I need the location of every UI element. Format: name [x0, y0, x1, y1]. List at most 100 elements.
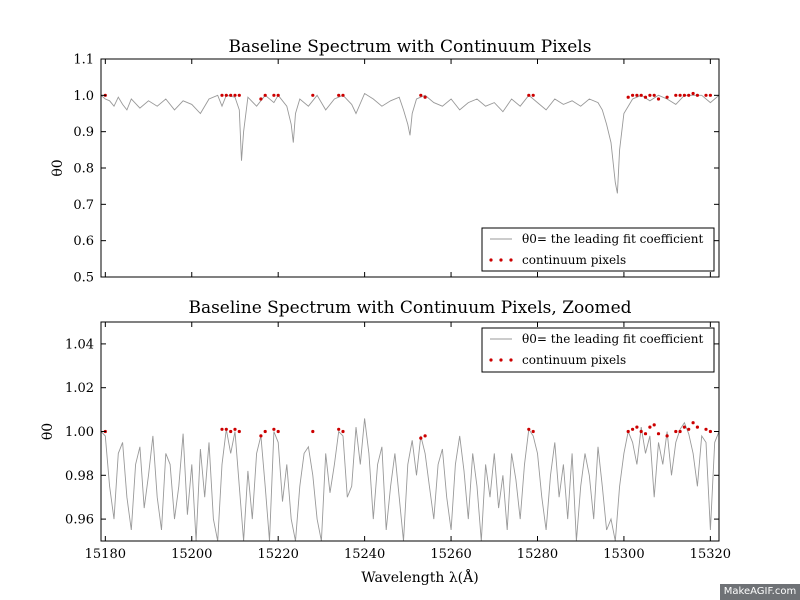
- legend-label-continuum: continuum pixels: [522, 253, 626, 267]
- continuum-pixel-point: [691, 91, 695, 96]
- y-tick-label: 0.7: [73, 198, 94, 213]
- continuum-pixel-point: [224, 93, 228, 97]
- continuum-pixel-point: [423, 434, 427, 438]
- continuum-pixel-point: [704, 427, 708, 431]
- continuum-pixel-point: [656, 432, 661, 436]
- continuum-pixel-point: [341, 93, 345, 97]
- continuum-pixel-point: [682, 93, 687, 97]
- legend-swatch-point: [499, 258, 503, 262]
- continuum-pixel-point: [527, 427, 531, 431]
- x-tick-label: 15300: [603, 547, 644, 562]
- x-tick-label: 15240: [344, 547, 385, 562]
- continuum-pixel-point: [237, 429, 241, 434]
- continuum-pixel-point: [626, 429, 630, 434]
- chart-2: Baseline Spectrum with Continuum Pixels,…: [40, 298, 731, 586]
- x-tick-label: 15200: [171, 547, 212, 562]
- continuum-pixel-point: [639, 93, 643, 97]
- continuum-pixel-point: [687, 427, 691, 431]
- y-tick-label: 0.8: [73, 162, 94, 177]
- legend-box: [481, 327, 715, 373]
- x-tick-label: 15320: [690, 547, 731, 562]
- continuum-pixel-point: [233, 93, 237, 97]
- continuum-pixel-point: [639, 429, 643, 434]
- legend-swatch-point: [489, 358, 493, 362]
- continuum-pixel-point: [527, 93, 531, 97]
- y-axis-label: θ0: [50, 159, 66, 176]
- continuum-pixel-point: [695, 93, 700, 97]
- legend-swatch-point: [489, 258, 493, 262]
- continuum-pixel-point: [635, 425, 639, 429]
- continuum-pixel-point: [626, 95, 630, 99]
- legend-label-theta0: θ0= the leading fit coefficient: [522, 332, 703, 346]
- x-tick-label: 15220: [258, 547, 299, 562]
- continuum-pixel-point: [237, 93, 241, 97]
- continuum-pixel-point: [648, 425, 652, 429]
- continuum-pixel-point: [311, 93, 315, 97]
- continuum-pixel-point: [691, 421, 695, 425]
- continuum-pixel-point: [423, 95, 427, 99]
- continuum-pixel-point: [263, 93, 267, 97]
- continuum-pixel-point: [276, 93, 280, 97]
- legend-swatch-point: [499, 358, 503, 362]
- continuum-pixel-point: [682, 425, 687, 429]
- continuum-pixel-point: [337, 427, 341, 431]
- continuum-pixel-point: [708, 93, 713, 97]
- continuum-pixel-point: [337, 93, 341, 97]
- continuum-pixel-point: [233, 427, 237, 431]
- continuum-pixel-point: [220, 93, 224, 97]
- continuum-pixel-point: [531, 93, 535, 97]
- legend-box: [481, 227, 715, 272]
- continuum-pixel-point: [272, 427, 276, 431]
- continuum-pixel-point: [678, 429, 682, 434]
- continuum-pixel-point: [531, 429, 535, 434]
- continuum-pixel-point: [674, 93, 678, 97]
- continuum-pixel-point: [259, 97, 263, 101]
- continuum-pixel-point: [631, 93, 635, 97]
- continuum-pixel-point: [259, 434, 263, 438]
- continuum-pixel-point: [708, 429, 713, 434]
- continuum-pixel-point: [665, 434, 669, 438]
- y-tick-label: 0.5: [73, 271, 94, 286]
- y-tick-label: 1.02: [65, 381, 94, 396]
- continuum-pixel-point: [341, 429, 345, 434]
- chart-title: Baseline Spectrum with Continuum Pixels: [229, 37, 592, 57]
- continuum-pixel-point: [311, 429, 315, 434]
- continuum-pixel-point: [643, 95, 648, 99]
- series-line-theta0: [101, 92, 719, 194]
- continuum-pixel-point: [220, 427, 224, 431]
- legend-label-theta0: θ0= the leading fit coefficient: [522, 232, 703, 246]
- series-line-theta0: [101, 418, 719, 541]
- continuum-pixel-point: [229, 93, 233, 97]
- watermark: MakeAGIF.com: [720, 584, 800, 600]
- y-tick-label: 0.98: [65, 469, 94, 484]
- continuum-pixel-point: [631, 427, 635, 431]
- continuum-pixel-point: [419, 436, 423, 440]
- y-tick-label: 0.96: [65, 513, 94, 528]
- y-tick-label: 1.1: [73, 53, 94, 68]
- legend-swatch-point: [509, 258, 513, 262]
- y-tick-label: 0.6: [73, 234, 94, 249]
- continuum-pixel-point: [419, 93, 423, 97]
- continuum-pixel-point: [272, 93, 276, 97]
- legend-label-continuum: continuum pixels: [522, 353, 626, 367]
- continuum-pixel-point: [656, 97, 661, 101]
- continuum-pixel-point: [635, 93, 639, 97]
- continuum-pixel-point: [687, 93, 691, 97]
- x-axis-label: Wavelength λ(Å): [361, 568, 478, 586]
- continuum-pixel-point: [643, 432, 648, 436]
- continuum-pixel-point: [674, 429, 678, 434]
- chart-1: Baseline Spectrum with Continuum Pixels 0…: [50, 37, 720, 286]
- y-axis-label: θ0: [40, 423, 56, 440]
- continuum-pixel-point: [695, 425, 700, 429]
- continuum-pixel-point: [665, 95, 669, 99]
- continuum-pixel-point: [678, 93, 682, 97]
- y-tick-label: 1.0: [73, 89, 94, 104]
- chart-title: Baseline Spectrum with Continuum Pixels,…: [188, 298, 631, 318]
- continuum-pixel-point: [652, 423, 656, 427]
- y-tick-label: 1.04: [65, 337, 94, 352]
- y-tick-label: 1.00: [65, 425, 94, 440]
- continuum-pixel-point: [224, 427, 228, 431]
- x-tick-label: 15260: [430, 547, 471, 562]
- continuum-pixel-point: [704, 93, 708, 97]
